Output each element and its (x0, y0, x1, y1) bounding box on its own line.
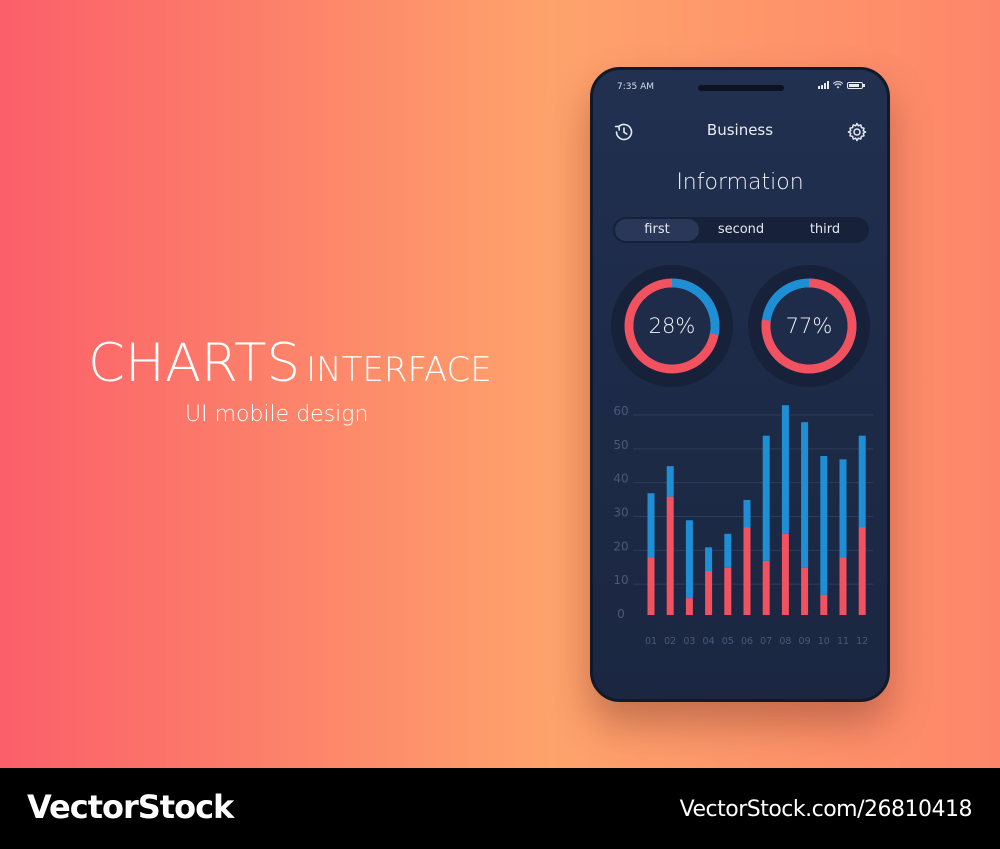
bar-segment (666, 466, 674, 497)
history-icon (614, 123, 633, 141)
promo-title-main: CHARTS (88, 333, 301, 394)
phone-notch (698, 85, 784, 91)
x-tick-label: 01 (645, 636, 657, 647)
x-tick-label: 07 (760, 636, 772, 647)
x-tick-label: 08 (779, 636, 791, 647)
battery-icon (847, 81, 865, 89)
donut-1-center (633, 287, 711, 365)
x-tick-label: 12 (856, 636, 868, 647)
bar-segment (781, 405, 789, 534)
x-tick-label: 05 (722, 636, 734, 647)
donut-2-label: 77% (785, 314, 833, 338)
bar-segment (743, 499, 751, 528)
bar-segment (858, 527, 866, 615)
promo-subtitle: UI mobile design (185, 402, 369, 427)
bar-segment (820, 594, 828, 615)
donut-2-center (770, 287, 848, 365)
y-tick-label: 30 (613, 506, 628, 520)
gear-icon (847, 122, 867, 142)
donut-1-arc (624, 278, 720, 374)
bar-segment (666, 496, 674, 615)
x-tick-label: 03 (683, 636, 695, 647)
bar-segment (839, 459, 847, 558)
donut-1-graphic (611, 265, 733, 387)
bar-chart-graphic: 0 10 20 30 40 50 60 01 02 03 04 05 06 07 08 09 10 11 12 (613, 404, 873, 647)
section-title: Information (676, 170, 804, 195)
status-icons (818, 81, 865, 89)
history-button[interactable] (612, 120, 636, 144)
y-tick-label: 10 (613, 573, 628, 587)
y-tick-label: 40 (613, 472, 628, 486)
phone-screen: 7:35 AM Business Information first secon… (593, 70, 887, 699)
bar-segment (685, 598, 693, 615)
donut-chart-2: 77% (747, 264, 871, 388)
bar-segment (647, 557, 655, 615)
x-tick-label: 06 (741, 636, 753, 647)
donut-1-label: 28% (648, 314, 696, 338)
bar-segment (743, 527, 751, 615)
x-tick-label: 11 (837, 636, 849, 647)
tab-bar: first second third (613, 217, 869, 243)
bar-segment (762, 560, 770, 615)
x-tick-label: 10 (818, 636, 830, 647)
x-tick-label: 09 (799, 636, 811, 647)
bar-segment (820, 455, 828, 595)
y-tick-label: 20 (613, 539, 628, 553)
promo-title: CHARTS INTERFACE (88, 333, 492, 394)
bar-segment (801, 422, 809, 568)
bar-segment (858, 435, 866, 528)
phone-mockup: 7:35 AM Business Information first secon… (590, 67, 890, 702)
tab-third[interactable]: third (809, 222, 841, 237)
tab-second[interactable]: second (717, 222, 765, 237)
watermark-bar: VectorStock VectorStock.com/26810418 (0, 768, 1000, 849)
bar-segment (685, 520, 693, 599)
y-tick-label: 50 (613, 438, 628, 452)
y-tick-label: 60 (613, 404, 628, 418)
status-time: 7:35 AM (617, 82, 654, 92)
bar-segment (839, 557, 847, 615)
donut-2-arc (761, 278, 857, 374)
watermark-logo: VectorStock (27, 788, 234, 826)
watermark-id: VectorStock.com/26810418 (679, 797, 973, 822)
promo-title-sub: INTERFACE (306, 350, 492, 390)
signal-icon (818, 81, 829, 89)
app-title: Business (706, 121, 774, 139)
donut-chart-1: 28% (610, 264, 734, 388)
bar-segment (705, 571, 713, 615)
bar-segment (781, 533, 789, 615)
x-tick-label: 02 (664, 636, 676, 647)
bar-segment (647, 493, 655, 558)
bar-segment (705, 547, 713, 572)
settings-button[interactable] (845, 120, 869, 144)
y-tick-label: 0 (617, 607, 625, 621)
bar-segment (724, 533, 732, 568)
monthly-bar-chart: 0 10 20 30 40 50 60 01 02 03 04 05 06 07 08 09 10 11 12 (607, 400, 877, 650)
bar-segment (801, 567, 809, 615)
bar-segment (724, 567, 732, 615)
bar-segment (762, 435, 770, 561)
x-tick-label: 04 (703, 636, 715, 647)
wifi-icon (833, 81, 843, 89)
donut-2-graphic (748, 265, 870, 387)
tab-first[interactable]: first (615, 219, 699, 241)
